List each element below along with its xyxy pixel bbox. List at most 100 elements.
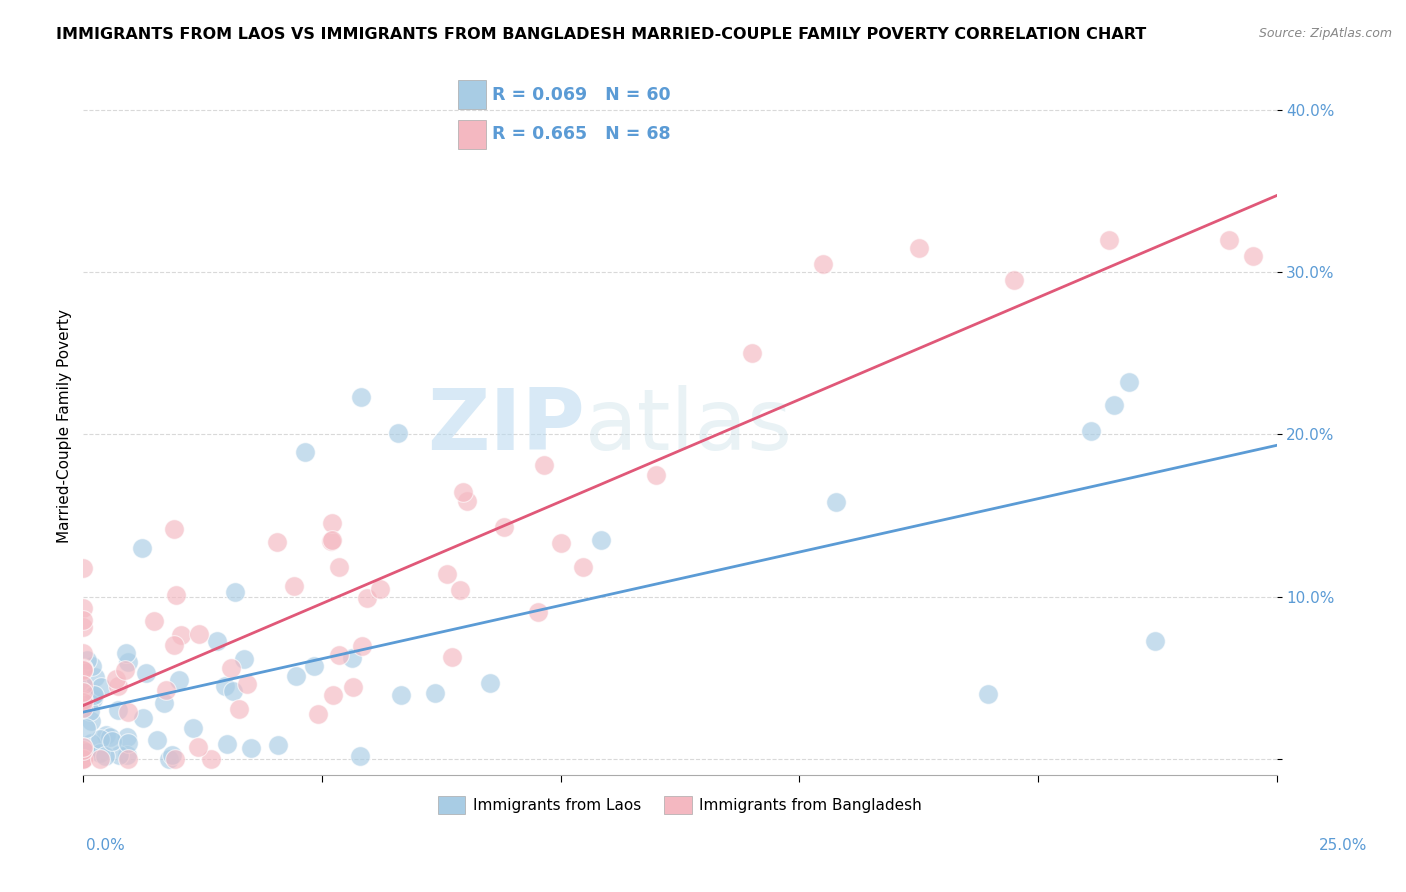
- Point: [94, 728, 117, 742]
- Point: [479, 676, 502, 690]
- Point: [89, 746, 111, 760]
- Point: [321, 534, 343, 549]
- Point: [436, 566, 458, 581]
- Point: [131, 541, 153, 555]
- Point: [423, 686, 446, 700]
- Point: [72, 662, 94, 676]
- Point: [104, 672, 127, 686]
- Point: [76, 653, 98, 667]
- Point: [977, 686, 1000, 700]
- Text: R = 0.069   N = 60: R = 0.069 N = 60: [492, 86, 671, 103]
- Point: [1002, 273, 1025, 287]
- Point: [222, 684, 245, 698]
- Point: [321, 516, 343, 531]
- Point: [645, 467, 668, 482]
- Point: [527, 605, 550, 619]
- Point: [72, 677, 94, 691]
- Point: [1102, 399, 1125, 413]
- Point: [200, 752, 222, 766]
- Point: [169, 673, 191, 687]
- Point: [283, 579, 305, 593]
- Point: [152, 697, 174, 711]
- Point: [181, 721, 204, 735]
- Point: [163, 523, 186, 537]
- Bar: [458, 80, 485, 110]
- Point: [294, 445, 316, 459]
- Point: [440, 650, 463, 665]
- Point: [389, 688, 412, 702]
- Point: [492, 519, 515, 533]
- Point: [80, 736, 103, 750]
- Point: [72, 695, 94, 709]
- Point: [188, 627, 211, 641]
- Point: [131, 711, 153, 725]
- Point: [115, 731, 138, 745]
- Point: [1218, 233, 1240, 247]
- Legend: Immigrants from Laos, Immigrants from Bangladesh: Immigrants from Laos, Immigrants from Ba…: [432, 790, 928, 820]
- Point: [1080, 424, 1102, 438]
- Point: [533, 458, 555, 473]
- Point: [143, 614, 166, 628]
- Point: [350, 639, 373, 653]
- Point: [236, 677, 259, 691]
- Point: [449, 583, 471, 598]
- Point: [72, 752, 94, 766]
- Point: [1143, 634, 1166, 648]
- Point: [98, 731, 121, 745]
- Point: [591, 533, 613, 548]
- Point: [349, 748, 371, 763]
- Point: [89, 732, 111, 747]
- Point: [741, 346, 763, 360]
- Point: [117, 736, 139, 750]
- Point: [80, 714, 103, 728]
- Point: [75, 745, 97, 759]
- Point: [83, 670, 105, 684]
- Point: [187, 739, 209, 754]
- Point: [1098, 233, 1121, 247]
- Point: [368, 582, 391, 596]
- Point: [72, 614, 94, 628]
- Point: [207, 634, 229, 648]
- Point: [328, 648, 350, 662]
- Point: [72, 661, 94, 675]
- Point: [115, 748, 138, 763]
- Point: [83, 688, 105, 702]
- Point: [811, 257, 834, 271]
- Point: [82, 689, 104, 703]
- Point: [572, 559, 595, 574]
- Point: [350, 390, 373, 404]
- Point: [387, 425, 409, 440]
- Point: [550, 536, 572, 550]
- Point: [215, 737, 238, 751]
- Point: [75, 721, 97, 735]
- Point: [72, 620, 94, 634]
- Point: [72, 663, 94, 677]
- Point: [321, 533, 343, 547]
- Point: [170, 628, 193, 642]
- Point: [328, 560, 350, 574]
- Text: 25.0%: 25.0%: [1319, 838, 1367, 853]
- Point: [214, 679, 236, 693]
- Point: [79, 705, 101, 719]
- Point: [82, 692, 104, 706]
- Point: [73, 680, 96, 694]
- Point: [239, 741, 262, 756]
- Point: [285, 669, 308, 683]
- Text: Source: ZipAtlas.com: Source: ZipAtlas.com: [1258, 27, 1392, 40]
- Point: [342, 680, 364, 694]
- Point: [219, 661, 242, 675]
- Point: [72, 600, 94, 615]
- Point: [224, 585, 246, 599]
- Point: [163, 638, 186, 652]
- Point: [72, 743, 94, 757]
- Point: [266, 535, 288, 549]
- Point: [824, 495, 846, 509]
- Point: [72, 685, 94, 699]
- Point: [356, 591, 378, 605]
- Point: [1118, 375, 1140, 389]
- Y-axis label: Married-Couple Family Poverty: Married-Couple Family Poverty: [58, 310, 72, 543]
- Text: ZIP: ZIP: [426, 384, 585, 467]
- Point: [160, 747, 183, 762]
- Point: [107, 679, 129, 693]
- Point: [456, 493, 478, 508]
